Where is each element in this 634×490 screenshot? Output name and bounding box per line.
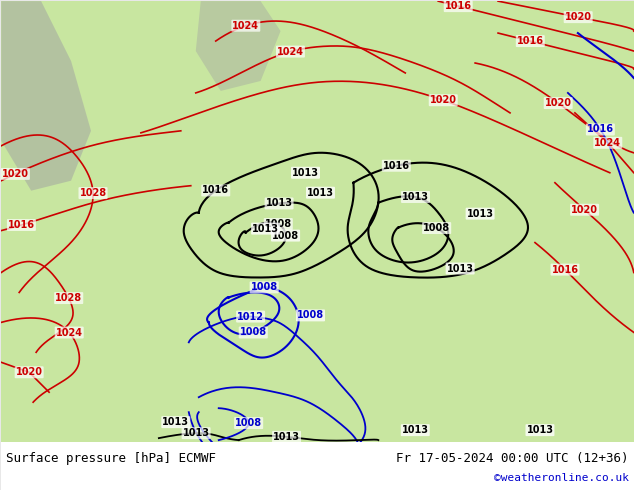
Text: 1008: 1008 (250, 282, 278, 293)
Text: 1013: 1013 (402, 192, 429, 202)
Text: 1024: 1024 (56, 327, 82, 338)
Text: 1013: 1013 (402, 425, 429, 435)
Text: 1016: 1016 (383, 161, 410, 171)
Text: 1016: 1016 (517, 36, 544, 46)
Text: 1013: 1013 (266, 198, 293, 208)
Text: 1008: 1008 (423, 223, 450, 233)
Text: 1028: 1028 (79, 188, 107, 198)
Text: 1013: 1013 (447, 264, 474, 273)
Text: 1024: 1024 (594, 138, 621, 148)
Text: 1013: 1013 (273, 432, 300, 442)
Text: Surface pressure [hPa] ECMWF: Surface pressure [hPa] ECMWF (6, 452, 216, 465)
Text: 1020: 1020 (571, 205, 598, 215)
Text: 1013: 1013 (307, 188, 334, 197)
Text: 1008: 1008 (272, 231, 299, 241)
Text: 1016: 1016 (444, 1, 472, 11)
Text: Fr 17-05-2024 00:00 UTC (12+36): Fr 17-05-2024 00:00 UTC (12+36) (396, 452, 629, 465)
Polygon shape (196, 1, 281, 91)
Text: 1024: 1024 (232, 21, 259, 31)
Text: 1008: 1008 (264, 219, 292, 229)
Text: 1013: 1013 (292, 168, 319, 178)
Text: 1008: 1008 (297, 310, 324, 320)
Text: 1016: 1016 (552, 265, 578, 274)
Text: 1013: 1013 (526, 425, 553, 435)
Text: 1016: 1016 (587, 124, 614, 134)
Text: 1016: 1016 (202, 185, 230, 196)
Text: 1008: 1008 (240, 327, 267, 338)
Text: 1028: 1028 (55, 293, 82, 303)
Text: 1013: 1013 (467, 209, 494, 219)
Text: 1020: 1020 (2, 169, 29, 179)
Bar (1, 442, 634, 490)
Polygon shape (1, 1, 91, 191)
Text: 1020: 1020 (430, 95, 456, 105)
Text: 1013: 1013 (183, 428, 210, 438)
Text: 1012: 1012 (237, 312, 264, 321)
Text: 1012: 1012 (262, 474, 289, 484)
Text: 1020: 1020 (565, 12, 592, 22)
Text: 1020: 1020 (16, 368, 42, 377)
Text: 1013: 1013 (252, 223, 279, 234)
Text: 1008: 1008 (235, 418, 262, 428)
Text: 1024: 1024 (277, 47, 304, 56)
Text: 1016: 1016 (8, 220, 35, 230)
Text: 1013: 1013 (162, 417, 190, 427)
Text: ©weatheronline.co.uk: ©weatheronline.co.uk (494, 473, 629, 483)
Text: 1020: 1020 (545, 98, 572, 108)
